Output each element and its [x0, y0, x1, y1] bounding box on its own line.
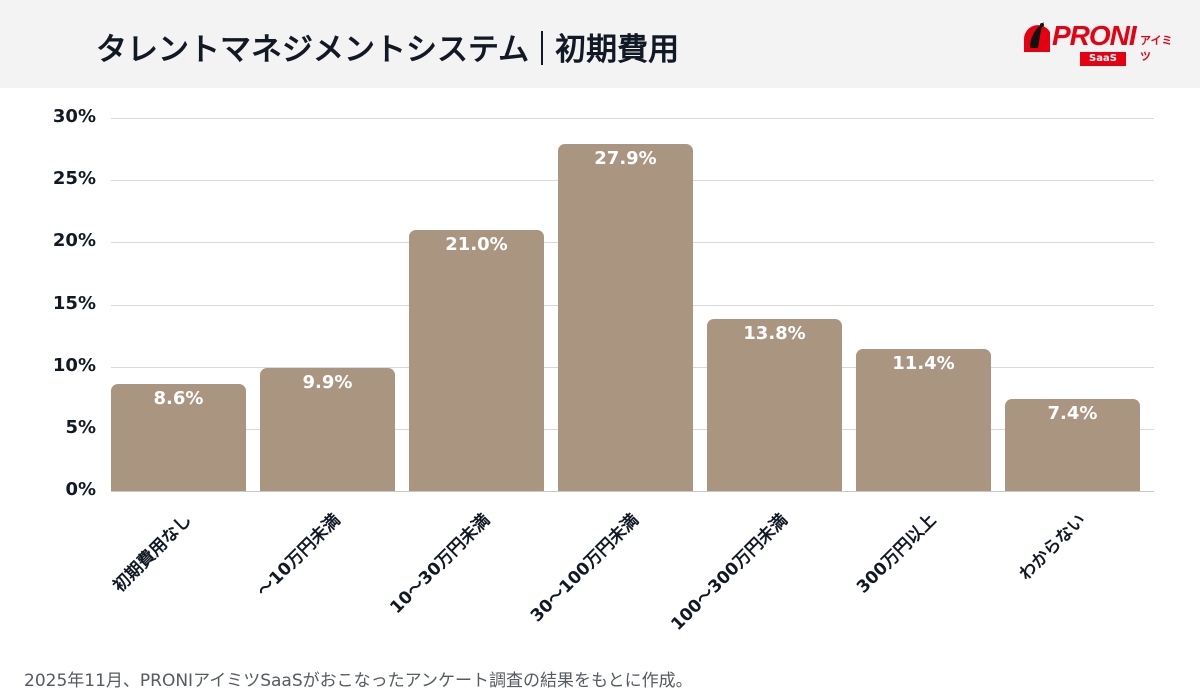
- bar-value-label: 9.9%: [302, 371, 353, 393]
- header-band: タレントマネジメントシステム 初期費用 PRONI アイミツ SaaS: [0, 0, 1200, 88]
- bar-value-label: 7.4%: [1047, 402, 1098, 424]
- bar: 8.6%: [111, 384, 246, 491]
- x-tick-label: 初期費用なし: [109, 510, 196, 597]
- penguin-logo-icon: [1023, 22, 1050, 52]
- y-tick-label: 5%: [65, 416, 96, 438]
- footnote: 2025年11月、PRONIアイミツSaaSがおこなったアンケート調査の結果をも…: [24, 671, 693, 691]
- bar-value-label: 21.0%: [445, 233, 508, 255]
- bar: 27.9%: [558, 144, 693, 491]
- y-tick-label: 15%: [52, 292, 96, 314]
- bar: 9.9%: [260, 367, 395, 491]
- y-tick-label: 25%: [52, 168, 96, 190]
- bar: 21.0%: [409, 229, 544, 491]
- title-sub: 初期費用: [555, 32, 680, 68]
- y-tick-label: 20%: [52, 230, 96, 252]
- bar: 11.4%: [856, 349, 991, 491]
- bar-value-label: 8.6%: [153, 388, 204, 410]
- x-axis-baseline: [111, 491, 1154, 492]
- bar-value-label: 11.4%: [892, 353, 955, 375]
- x-tick-label: 10〜30万円未満: [385, 510, 494, 618]
- title-separator: [541, 31, 544, 65]
- y-tick-label: 30%: [52, 106, 96, 127]
- x-tick-label: 30〜100万円未満: [526, 510, 643, 627]
- logo-saas-badge: SaaS: [1080, 52, 1126, 66]
- x-tick-label: わからない: [1015, 510, 1090, 585]
- y-tick-label: 0%: [65, 479, 96, 500]
- x-tick-label: 300万円以上: [852, 510, 940, 598]
- logo-brand: PRONI: [1052, 20, 1137, 51]
- proni-logo: PRONI アイミツ SaaS: [1020, 18, 1180, 70]
- x-tick-label: 〜10万円未満: [253, 510, 345, 602]
- bar-value-label: 13.8%: [743, 323, 806, 345]
- page-title: タレントマネジメントシステム 初期費用: [96, 24, 679, 69]
- bar: 7.4%: [1005, 398, 1140, 491]
- y-tick-label: 10%: [52, 354, 96, 376]
- bar-value-label: 27.9%: [594, 148, 657, 170]
- gridline: [111, 118, 1154, 119]
- x-tick-label: 100〜300万円未満: [666, 510, 792, 635]
- bar: 13.8%: [707, 319, 842, 491]
- title-main: タレントマネジメントシステム: [96, 32, 530, 68]
- logo-kana: アイミツ: [1140, 34, 1173, 63]
